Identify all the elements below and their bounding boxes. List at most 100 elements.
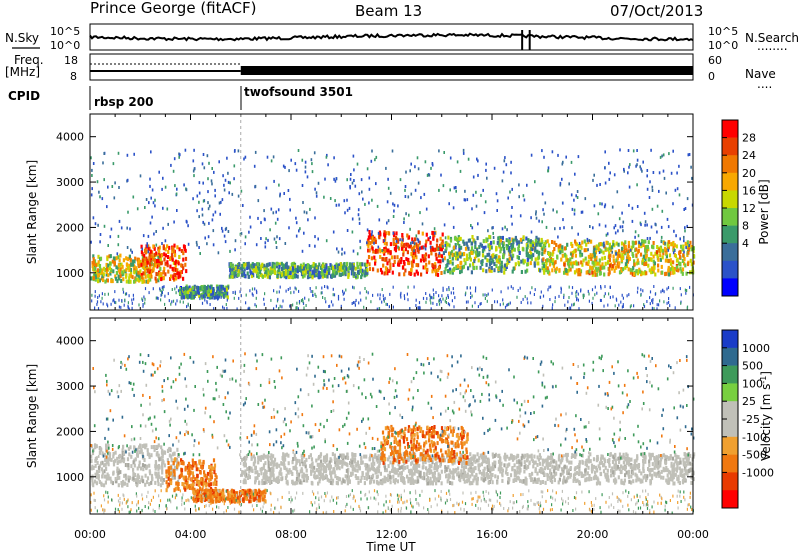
- heat-cell: [459, 251, 461, 255]
- heat-scatter: [211, 182, 213, 185]
- heat-cell: [145, 474, 147, 478]
- heat-near: [366, 290, 367, 293]
- heat-scatter: [613, 243, 615, 246]
- heat-near: [555, 296, 556, 299]
- heat-cell: [121, 455, 123, 459]
- heat-scatter: [547, 169, 549, 172]
- heat-scatter: [599, 202, 601, 205]
- heat-near: [685, 289, 686, 292]
- heat-near: [563, 296, 564, 299]
- heat-scatter: [672, 150, 674, 153]
- heat-cell: [535, 239, 537, 243]
- heat-scatter: [228, 191, 230, 194]
- heat-scatter: [305, 166, 307, 169]
- colorbar-swatch-6: [722, 226, 738, 244]
- heat-cell: [442, 233, 444, 237]
- heat-scatter: [523, 194, 525, 197]
- heat-scatter: [413, 249, 415, 252]
- heat-scatter: [91, 193, 93, 196]
- heat-cell: [100, 257, 102, 261]
- heat-cell: [135, 457, 137, 461]
- heat-cell: [154, 481, 156, 485]
- heat-cell: [493, 240, 495, 244]
- heat-scatter: [378, 232, 380, 235]
- heat-cell: [264, 274, 266, 278]
- heat-cell: [172, 452, 174, 456]
- heat-cell: [613, 255, 615, 259]
- heat-near: [383, 298, 384, 301]
- heat-scatter: [678, 165, 680, 168]
- heat-cell: [449, 255, 451, 259]
- heat-scatter: [375, 182, 377, 185]
- heat-scatter: [158, 171, 160, 174]
- heat-scatter: [143, 234, 145, 237]
- heat-near: [344, 292, 345, 295]
- heat-scatter: [278, 208, 280, 211]
- heat-cell: [645, 245, 647, 249]
- heat-near: [128, 301, 129, 304]
- heat-near: [453, 292, 454, 295]
- heat-scatter: [186, 221, 188, 224]
- heat-scatter: [649, 237, 651, 240]
- heat-near: [111, 303, 112, 306]
- heat-scatter: [405, 195, 407, 198]
- heat-cell: [417, 248, 419, 252]
- heat-near: [547, 288, 548, 291]
- heat-scatter: [324, 178, 326, 181]
- heat-cell: [231, 489, 233, 493]
- heat-cell: [483, 239, 485, 243]
- heat-cell: [407, 244, 409, 248]
- heat-cell: [385, 258, 387, 262]
- heat-cell: [682, 267, 684, 271]
- heat-scatter: [570, 253, 572, 256]
- heat-cell: [138, 264, 140, 268]
- heat-cell: [297, 275, 299, 279]
- heat-scatter: [104, 225, 106, 228]
- heat-cell: [561, 245, 563, 249]
- heat-cell: [481, 262, 483, 266]
- heat-scatter: [316, 191, 318, 194]
- heat-cell: [178, 255, 180, 259]
- heat-cell: [547, 266, 549, 270]
- heat-scatter: [312, 170, 314, 173]
- heat-near: [97, 296, 98, 299]
- heat-scatter: [536, 217, 538, 220]
- heat-cell: [468, 239, 470, 243]
- heat-cell: [247, 476, 249, 480]
- heat-cell: [611, 245, 613, 249]
- heat-near: [657, 303, 658, 306]
- heat-near: [180, 300, 181, 303]
- heat-cell: [678, 251, 680, 255]
- heat-scatter: [617, 229, 619, 232]
- heat-scatter: [203, 153, 205, 156]
- heat-cell: [214, 481, 216, 485]
- heat-scatter: [443, 151, 445, 154]
- heat-cell: [307, 275, 309, 279]
- heat-scatter: [683, 239, 685, 242]
- nave-dots: ....: [757, 77, 772, 91]
- heat-scatter: [627, 171, 629, 174]
- heat-scatter: [661, 155, 663, 158]
- heat-cell: [456, 238, 458, 242]
- heat-scatter: [556, 210, 558, 213]
- heat-cell: [645, 255, 647, 259]
- heat-cell: [160, 445, 162, 449]
- heat-cell: [356, 262, 358, 266]
- heat-cell: [289, 271, 291, 275]
- heat-cell: [328, 268, 330, 272]
- heat-scatter: [475, 191, 477, 194]
- heat-cell: [353, 266, 355, 270]
- heat-cell: [656, 250, 658, 254]
- heat-near: [356, 299, 357, 302]
- heat-cell: [653, 266, 655, 270]
- heat-scatter: [98, 191, 100, 194]
- heat-scatter: [541, 149, 543, 152]
- heat-scatter: [645, 220, 647, 223]
- heat-near: [492, 289, 493, 292]
- heat-scatter: [378, 246, 380, 249]
- heat-cell: [456, 252, 458, 256]
- heat-near: [508, 303, 509, 306]
- heat-scatter: [612, 206, 614, 209]
- heat-scatter: [228, 230, 230, 233]
- colorbar-swatch-8: [722, 261, 738, 279]
